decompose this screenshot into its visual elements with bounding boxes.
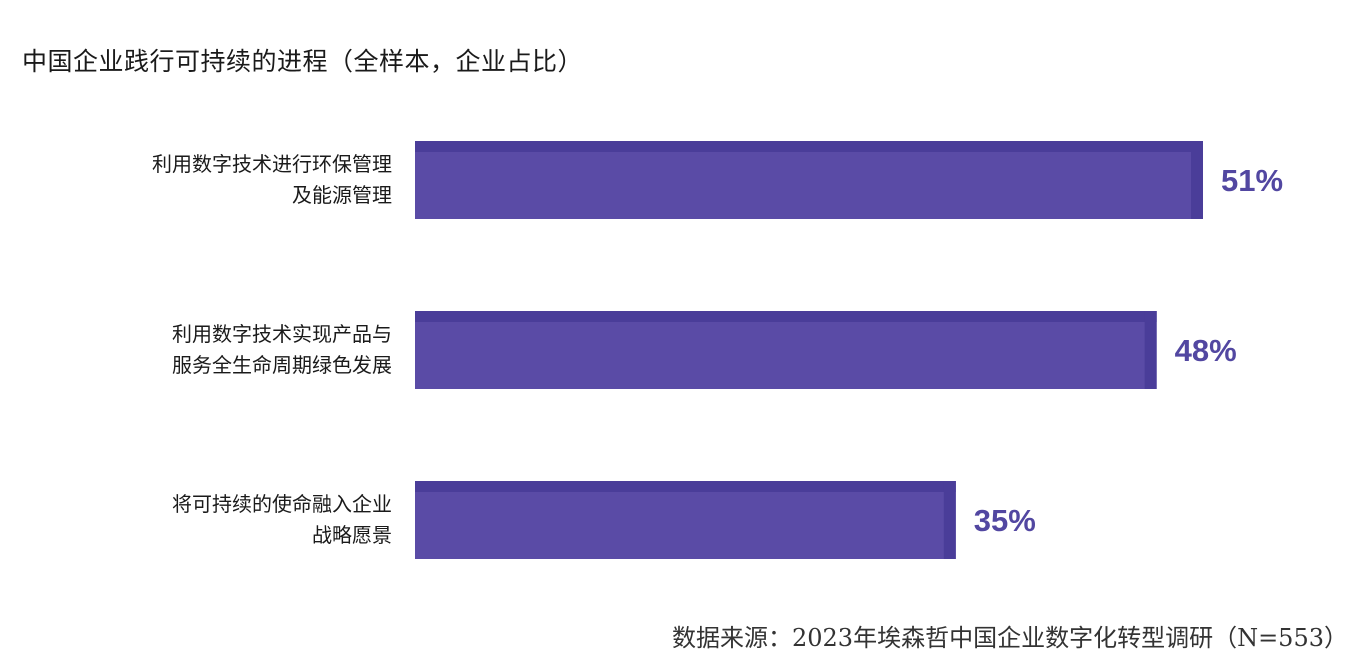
bar-right-edge xyxy=(943,481,956,559)
category-label: 利用数字技术实现产品与服务全生命周期绿色发展 xyxy=(172,322,392,377)
category-label-line: 及能源管理 xyxy=(292,183,392,207)
bar-group: 35% 将可持续的使命融入企业战略愿景 xyxy=(172,481,1036,559)
category-label-line: 服务全生命周期绿色发展 xyxy=(172,353,392,377)
bar xyxy=(415,141,1203,219)
bars-layer: 51% 利用数字技术进行环保管理及能源管理 48% 利用数字技术实现产品与服务全生命周… xyxy=(152,141,1283,559)
category-label-line: 战略愿景 xyxy=(312,523,392,547)
bar-top-edge xyxy=(415,481,956,492)
value-label: 51% xyxy=(1221,163,1283,198)
category-label-line: 利用数字技术实现产品与 xyxy=(172,322,392,346)
bar-top-edge xyxy=(415,311,1157,322)
category-label-line: 将可持续的使命融入企业 xyxy=(172,492,392,516)
category-label-line: 利用数字技术进行环保管理 xyxy=(152,152,392,176)
data-source-note: 数据来源：2023年埃森哲中国企业数字化转型调研（N=553） xyxy=(672,624,1348,652)
value-label: 35% xyxy=(974,503,1036,538)
bar-right-edge xyxy=(1144,311,1157,389)
bar-top-edge xyxy=(415,141,1203,152)
category-label: 利用数字技术进行环保管理及能源管理 xyxy=(152,152,392,207)
bar xyxy=(415,481,956,559)
bar-right-edge xyxy=(1191,141,1203,219)
category-label: 将可持续的使命融入企业战略愿景 xyxy=(172,492,392,547)
chart-title: 中国企业践行可持续的进程（全样本，企业占比） xyxy=(22,47,584,76)
bar-group: 51% 利用数字技术进行环保管理及能源管理 xyxy=(152,141,1283,219)
value-label: 48% xyxy=(1175,333,1237,368)
bar-group: 48% 利用数字技术实现产品与服务全生命周期绿色发展 xyxy=(172,311,1237,389)
bar xyxy=(415,311,1157,389)
